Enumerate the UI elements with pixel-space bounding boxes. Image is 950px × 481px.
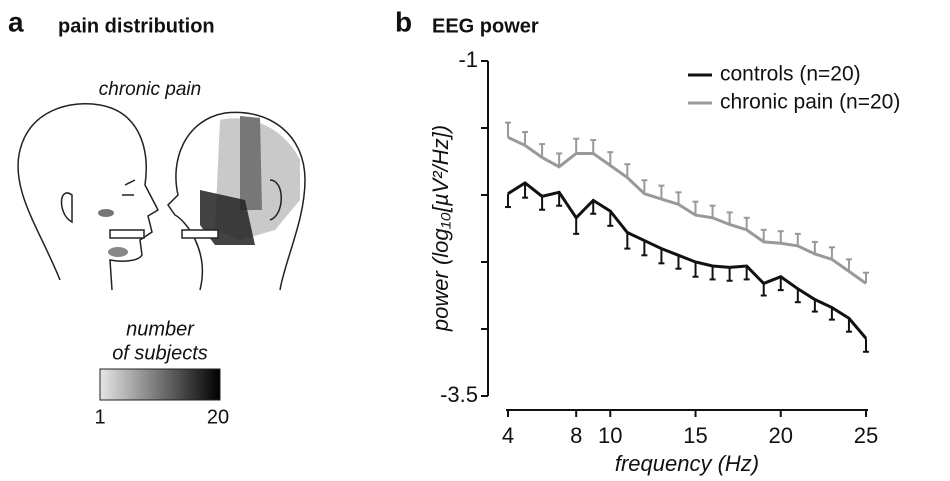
colorbar-tick: 1: [94, 406, 105, 428]
panel-title: pain distribution: [58, 15, 215, 37]
x-tick-label: 15: [683, 423, 707, 448]
legend-label: chronic pain (n=20): [720, 91, 900, 114]
panel-label: a: [8, 6, 24, 37]
x-axis-label: frequency (Hz): [615, 451, 759, 476]
panel-subtitle: chronic pain: [99, 79, 201, 100]
series-line: [507, 181, 868, 340]
series-line: [507, 136, 867, 285]
colorbar-title: number: [126, 318, 195, 340]
x-tick-label: 8: [570, 423, 582, 448]
x-tick-label: 10: [598, 423, 622, 448]
y-tick-label: -1: [458, 47, 478, 72]
chart-title: EEG power: [432, 15, 539, 37]
colorbar-title: of subjects: [112, 342, 208, 364]
x-tick-label: 4: [502, 423, 514, 448]
colorbar-tick: 20: [207, 406, 229, 428]
panel-label: b: [395, 6, 412, 37]
x-tick-label: 20: [769, 423, 793, 448]
x-tick-label: 25: [854, 423, 878, 448]
head-illustration: [17, 103, 306, 291]
y-axis-label: power (log₁₀[µV²/Hz]): [428, 125, 453, 332]
colorbar: [99, 368, 221, 401]
y-tick-label: -3.5: [440, 382, 478, 407]
legend-label: controls (n=20): [720, 63, 861, 86]
